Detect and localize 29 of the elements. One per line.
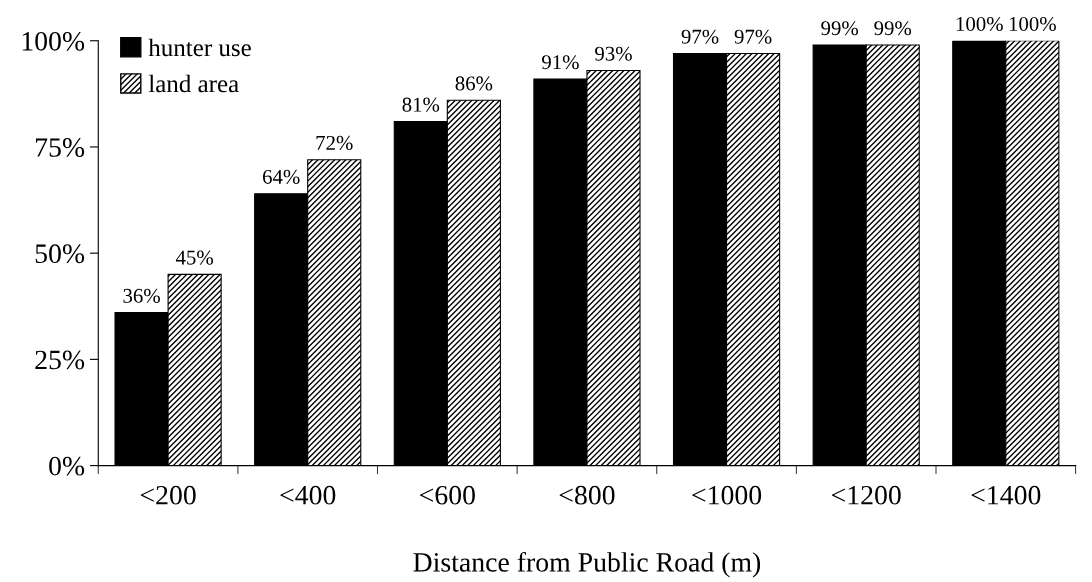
data-label: 86% [455, 76, 493, 91]
data-label: 36% [123, 288, 160, 303]
legend-label: hunter use [148, 38, 251, 57]
data-label: 99% [821, 21, 859, 36]
x-tick-label: <600 [420, 485, 475, 505]
y-tick-label: 50% [35, 244, 85, 264]
y-tick-label: 0% [49, 456, 85, 476]
y-tick-label: 25% [35, 350, 85, 370]
y-tick-label: 75% [36, 138, 85, 157]
data-label: 81% [402, 97, 440, 112]
x-tick-label: <1000 [692, 485, 762, 505]
data-label: 64% [262, 169, 300, 184]
data-label: 100% [1009, 16, 1056, 32]
data-label: 45% [175, 250, 213, 265]
data-label: 97% [681, 29, 719, 44]
y-tick-label: 100% [22, 31, 85, 51]
x-tick-label: <800 [559, 485, 615, 505]
data-label: 93% [595, 46, 632, 61]
data-label: 97% [734, 29, 772, 44]
legend-label: land area [148, 74, 239, 93]
x-tick-label: <1400 [971, 485, 1041, 505]
x-tick-label: <200 [140, 485, 196, 505]
x-axis-title: Distance from Public Road (m) [413, 551, 761, 578]
data-label: 99% [874, 21, 912, 36]
data-label: 72% [316, 135, 353, 150]
x-tick-label: <1200 [831, 485, 901, 505]
data-label: 91% [542, 55, 579, 70]
data-label: 100% [956, 16, 1003, 32]
x-tick-label: <400 [280, 485, 336, 505]
